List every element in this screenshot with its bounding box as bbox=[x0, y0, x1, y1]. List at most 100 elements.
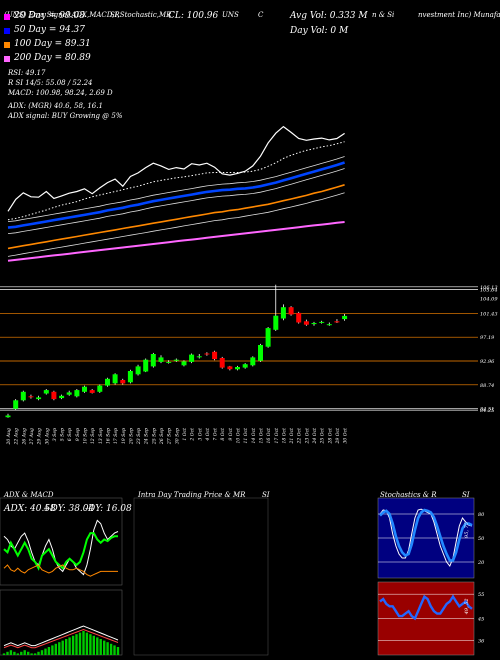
y-tick-label-6: 88.74 bbox=[480, 383, 494, 389]
x-tick-label-40: 24 Oct bbox=[312, 428, 318, 445]
x-tick-label-39: 23 Oct bbox=[304, 428, 310, 445]
candle-body-27 bbox=[212, 351, 218, 360]
x-tick-label-5: 30 Aug bbox=[44, 428, 50, 445]
x-tick-label-15: 19 Sep bbox=[121, 428, 127, 444]
candle-body-30 bbox=[235, 367, 240, 370]
macd-bar-18 bbox=[65, 639, 68, 655]
candle-body-8 bbox=[66, 392, 72, 395]
macd-bar-20 bbox=[71, 635, 75, 655]
candle-body-33 bbox=[258, 345, 263, 361]
ema100-line bbox=[7, 184, 345, 250]
candle-body-20 bbox=[158, 357, 164, 362]
macd-bar-30 bbox=[106, 642, 109, 655]
macd-signal-line bbox=[3, 628, 119, 649]
x-tick-label-3: 27 Aug bbox=[29, 428, 35, 446]
x-tick-label-37: 21 Oct bbox=[289, 428, 295, 445]
x-tick-label-23: 1 Oct bbox=[182, 428, 188, 441]
candle-body-38 bbox=[296, 312, 302, 323]
candle-body-1 bbox=[13, 400, 19, 409]
candle-body-0 bbox=[5, 415, 11, 418]
candle-body-44 bbox=[342, 315, 348, 320]
ema100-label: 100 Day = 89.31 bbox=[14, 39, 91, 49]
x-tick-label-30: 10 Oct bbox=[236, 428, 242, 444]
macd-bar-25 bbox=[89, 634, 92, 655]
macd-bar-9 bbox=[33, 653, 37, 655]
ema50-lower-band bbox=[7, 168, 345, 234]
y-tick-label-0: 106.13 bbox=[480, 285, 498, 291]
x-tick-label-28: 8 Oct bbox=[220, 428, 226, 441]
x-tick-label-10: 10 Sep bbox=[83, 428, 89, 444]
pdi-value: +DY: 38.04 bbox=[43, 504, 95, 514]
candle-body-34 bbox=[265, 328, 271, 347]
candle-body-28 bbox=[219, 358, 225, 368]
stoch-subtitle: SI bbox=[462, 491, 470, 499]
macd-bar-3 bbox=[13, 651, 16, 655]
candle-body-12 bbox=[97, 385, 103, 392]
candle-body-31 bbox=[242, 364, 248, 368]
header-title-mid: SI,Stochastic,MR bbox=[110, 11, 172, 19]
candle-body-40 bbox=[311, 323, 317, 325]
macd-bar-15 bbox=[54, 643, 57, 655]
candle-body-15 bbox=[120, 380, 126, 384]
candle-body-6 bbox=[51, 391, 57, 400]
x-tick-label-0: 20 Aug bbox=[6, 428, 12, 446]
x-tick-label-38: 22 Oct bbox=[297, 428, 303, 445]
rsi-label: RSI: 49.17 bbox=[8, 69, 46, 77]
x-tick-label-9: 9 Sep bbox=[75, 428, 81, 441]
macd-bar-31 bbox=[109, 643, 113, 655]
candle-body-41 bbox=[319, 321, 325, 323]
rsi-tick-2: 36 bbox=[478, 638, 485, 644]
x-tick-label-29: 9 Oct bbox=[228, 428, 234, 441]
macd-bar-32 bbox=[113, 645, 116, 655]
candle-body-29 bbox=[227, 366, 233, 370]
x-tick-label-22: 30 Sep bbox=[174, 428, 180, 444]
x-tick-label-35: 17 Oct bbox=[274, 428, 280, 444]
candle-body-26 bbox=[204, 353, 210, 355]
ema200-line bbox=[7, 221, 345, 262]
macd-label: MACD: 100.98, 98.24, 2.69 D bbox=[8, 89, 113, 97]
candle-body-13 bbox=[105, 378, 110, 386]
x-tick-label-25: 3 Oct bbox=[197, 428, 203, 441]
ema200-label: 200 Day = 80.89 bbox=[14, 53, 91, 63]
candle-body-3 bbox=[28, 396, 34, 398]
macd-bar-7 bbox=[27, 651, 30, 655]
candle-body-17 bbox=[135, 366, 141, 375]
stoch-tick-0: 80 bbox=[478, 512, 485, 518]
ema50-upper-band bbox=[7, 156, 345, 222]
macd-bar-16 bbox=[58, 642, 61, 655]
macd-line bbox=[3, 625, 119, 647]
macd-bar-24 bbox=[85, 632, 89, 655]
y-tick-label-7: 84.51 bbox=[480, 407, 494, 413]
x-tick-label-33: 15 Oct bbox=[258, 428, 264, 444]
ema50-line bbox=[7, 161, 346, 229]
x-tick-label-19: 25 Sep bbox=[151, 428, 157, 445]
macd-bar-17 bbox=[61, 640, 64, 655]
rsi-tick-1: 45 bbox=[477, 617, 484, 623]
macd-bar-27 bbox=[96, 637, 99, 655]
macd-bar-14 bbox=[51, 645, 54, 655]
ema100-lower-band bbox=[7, 192, 345, 257]
macd-bar-0 bbox=[2, 653, 6, 655]
candle-body-23 bbox=[181, 361, 187, 366]
candle-body-18 bbox=[143, 359, 149, 372]
header-title-left: (UNS) Ema Signal,ADX,MACD,R bbox=[4, 11, 120, 19]
macd-bar-5 bbox=[20, 651, 23, 655]
macd-bar-6 bbox=[23, 650, 26, 655]
x-tick-label-41: 25 Oct bbox=[320, 428, 326, 445]
adx-macd-title: ADX & MACD bbox=[4, 491, 54, 499]
ema20-label: 20 Day = 99.08 bbox=[14, 11, 86, 21]
macd-bar-4 bbox=[16, 653, 19, 655]
x-tick-label-34: 16 Oct bbox=[266, 428, 272, 444]
close-price-line bbox=[7, 125, 345, 212]
macd-bar-28 bbox=[99, 639, 102, 655]
stoch-tick-1: 50 bbox=[478, 536, 485, 542]
avg-volume: Avg Vol: 0.333 M bbox=[290, 11, 368, 21]
x-tick-label-26: 4 Oct bbox=[205, 428, 211, 442]
x-tick-label-1: 22 Aug bbox=[14, 428, 20, 446]
stoch-title: Stochastics & R bbox=[380, 491, 437, 499]
candle-body-4 bbox=[36, 397, 42, 400]
rsi-series-line bbox=[379, 594, 473, 621]
x-tick-label-42: 28 Oct bbox=[327, 428, 333, 445]
x-tick-label-17: 23 Sep bbox=[136, 428, 142, 445]
